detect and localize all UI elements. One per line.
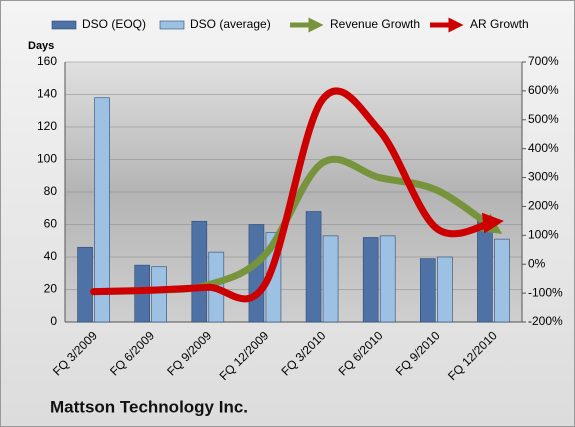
legend-label: AR Growth bbox=[470, 17, 529, 31]
bar bbox=[305, 211, 322, 323]
bar bbox=[420, 258, 436, 323]
y2-tick-label: 700% bbox=[528, 54, 559, 68]
y-tick-label: 60 bbox=[44, 217, 58, 231]
bar bbox=[191, 220, 208, 323]
bar bbox=[494, 238, 510, 323]
y-tick-label: 120 bbox=[37, 119, 57, 133]
bar bbox=[379, 235, 396, 323]
y-tick-label: 140 bbox=[37, 87, 57, 101]
y2-tick-label: 100% bbox=[528, 228, 559, 242]
y-tick-label: 80 bbox=[44, 184, 58, 198]
y-tick-label: 0 bbox=[50, 314, 57, 328]
bar bbox=[94, 97, 110, 323]
bar bbox=[77, 246, 93, 323]
y2-tick-label: -100% bbox=[528, 285, 563, 299]
y2-tick-label: 400% bbox=[528, 141, 559, 155]
y2-tick-label: 600% bbox=[528, 83, 559, 97]
y-tick-label: 40 bbox=[44, 249, 58, 263]
y-axis-label: Days bbox=[28, 40, 54, 52]
legend-label: DSO (average) bbox=[190, 17, 271, 31]
bar bbox=[437, 256, 453, 323]
legend-label: Revenue Growth bbox=[330, 17, 420, 31]
chart-title: Mattson Technology Inc. bbox=[50, 397, 248, 416]
y2-tick-label: 300% bbox=[528, 170, 559, 184]
bar bbox=[151, 266, 167, 323]
y-tick-label: 160 bbox=[37, 54, 57, 68]
bar bbox=[477, 219, 493, 323]
bar bbox=[362, 237, 379, 323]
legend-swatch bbox=[51, 20, 77, 30]
legend-swatch bbox=[159, 20, 185, 30]
bar bbox=[248, 224, 265, 323]
line-series bbox=[90, 87, 504, 303]
bar bbox=[322, 235, 339, 323]
y2-tick-label: 200% bbox=[528, 199, 559, 213]
legend-label: DSO (EOQ) bbox=[82, 17, 146, 31]
y-tick-label: 20 bbox=[44, 282, 58, 296]
y-tick-label: 100 bbox=[37, 152, 57, 166]
y2-tick-label: -200% bbox=[528, 314, 563, 328]
y2-tick-label: 0% bbox=[528, 256, 546, 270]
y2-tick-label: 500% bbox=[528, 112, 559, 126]
